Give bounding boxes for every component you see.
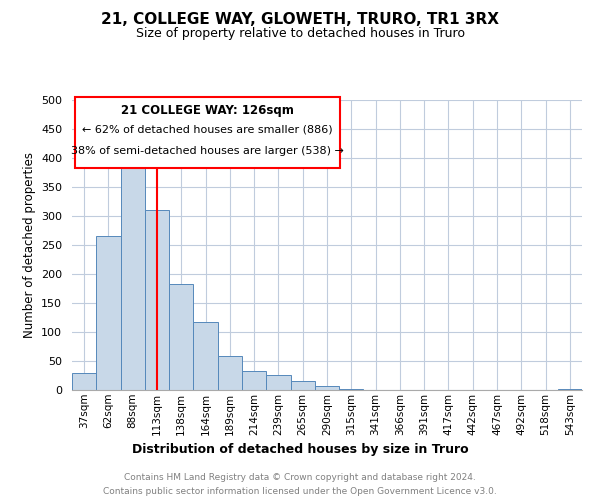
Bar [558, 389, 582, 390]
Bar [121, 161, 145, 390]
Bar [96, 236, 121, 390]
Bar [315, 386, 339, 390]
Y-axis label: Number of detached properties: Number of detached properties [23, 152, 35, 338]
Text: Contains public sector information licensed under the Open Government Licence v3: Contains public sector information licen… [103, 488, 497, 496]
Text: ← 62% of detached houses are smaller (886): ← 62% of detached houses are smaller (88… [82, 124, 332, 134]
Text: 21, COLLEGE WAY, GLOWETH, TRURO, TR1 3RX: 21, COLLEGE WAY, GLOWETH, TRURO, TR1 3RX [101, 12, 499, 28]
Bar [169, 284, 193, 390]
Bar [145, 210, 169, 390]
Text: Distribution of detached houses by size in Truro: Distribution of detached houses by size … [131, 442, 469, 456]
Bar [218, 356, 242, 390]
Bar [266, 375, 290, 390]
Bar [242, 372, 266, 390]
Text: 38% of semi-detached houses are larger (538) →: 38% of semi-detached houses are larger (… [71, 146, 344, 156]
Bar [193, 322, 218, 390]
Bar [290, 382, 315, 390]
Text: 21 COLLEGE WAY: 126sqm: 21 COLLEGE WAY: 126sqm [121, 104, 293, 118]
FancyBboxPatch shape [74, 97, 340, 168]
Bar [72, 372, 96, 390]
Text: Size of property relative to detached houses in Truro: Size of property relative to detached ho… [136, 28, 464, 40]
Text: Contains HM Land Registry data © Crown copyright and database right 2024.: Contains HM Land Registry data © Crown c… [124, 472, 476, 482]
